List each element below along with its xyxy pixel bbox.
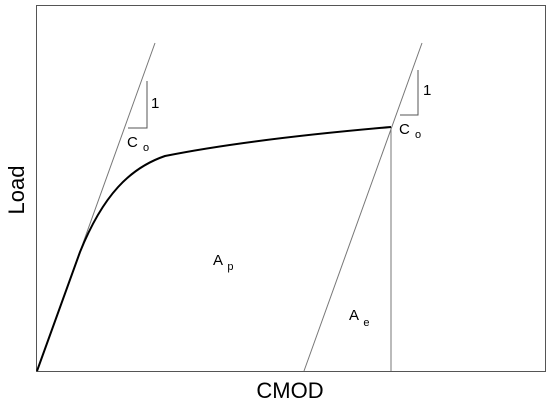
slope-one-label-left: 1: [151, 95, 159, 112]
elastic-area-label: A e: [349, 307, 369, 329]
plastic-area-label-main: A: [213, 252, 223, 269]
load-cmod-curve: [36, 126, 392, 372]
elastic-area-label-sub: e: [363, 317, 369, 329]
compliance-label-right-sub: o: [415, 129, 421, 141]
plot-frame: [36, 5, 546, 372]
compliance-label-left-main: C: [127, 134, 138, 151]
slope-triangle-right: [400, 70, 419, 116]
plastic-area-label-sub: p: [227, 261, 233, 273]
compliance-label-right-main: C: [399, 121, 410, 138]
plastic-area-label: A p: [213, 252, 233, 273]
compliance-label-left: C o: [127, 134, 149, 154]
y-axis-title: Load: [4, 166, 29, 215]
x-axis-title: CMOD: [256, 378, 323, 403]
elastic-area-label-main: A: [349, 307, 359, 324]
unloading-line: [303, 42, 423, 372]
compliance-label-right: C o: [399, 121, 421, 141]
compliance-label-left-sub: o: [143, 142, 149, 154]
slope-triangle-left: [128, 81, 148, 129]
slope-one-label-right: 1: [423, 82, 431, 99]
